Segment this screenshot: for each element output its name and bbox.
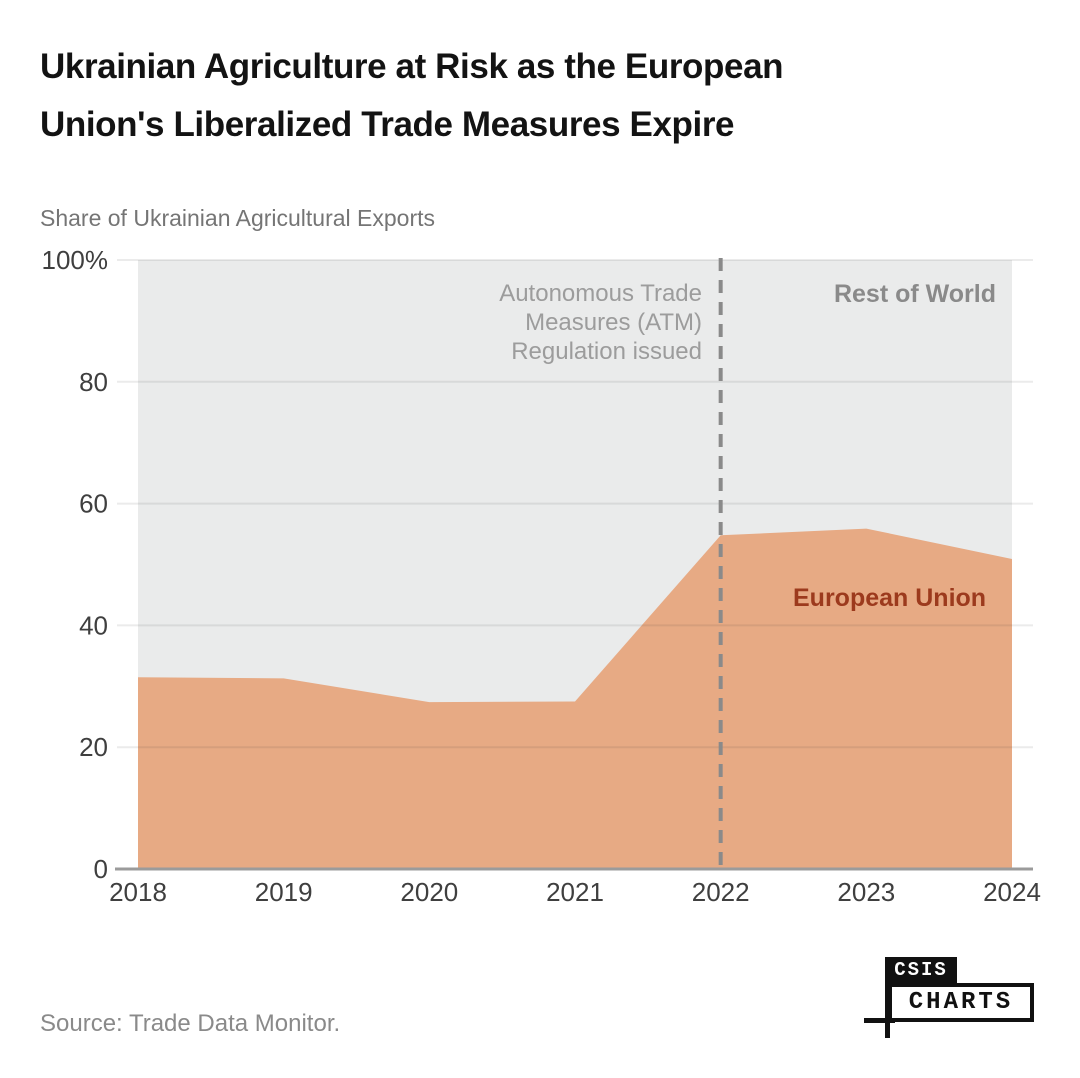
x-tick-label-2023: 2023 bbox=[837, 877, 895, 907]
x-tick-label-2024: 2024 bbox=[983, 877, 1041, 907]
x-tick-label-2018: 2018 bbox=[109, 877, 167, 907]
x-tick-label-2021: 2021 bbox=[546, 877, 604, 907]
y-tick-label-0: 0 bbox=[94, 854, 108, 884]
x-tick-label-2020: 2020 bbox=[400, 877, 458, 907]
annotation-line1: Autonomous Trade bbox=[499, 280, 702, 307]
y-tick-label-60: 60 bbox=[79, 489, 108, 519]
logo-crosshair-vertical-line bbox=[885, 957, 890, 1038]
y-tick-label-20: 20 bbox=[79, 732, 108, 762]
logo-charts-box: CHARTS bbox=[888, 983, 1034, 1022]
x-tick-label-2022: 2022 bbox=[692, 877, 750, 907]
page-title: Ukrainian Agriculture at Risk as the Eur… bbox=[40, 38, 1040, 154]
csis-charts-logo: CSIS CHARTS bbox=[864, 954, 1040, 1040]
y-tick-label-100: 100% bbox=[42, 245, 109, 275]
source-note: Source: Trade Data Monitor. bbox=[40, 1010, 341, 1037]
logo-csis-box: CSIS bbox=[885, 957, 957, 983]
annotation-atm: Autonomous Trade Measures (ATM) Regulati… bbox=[362, 279, 702, 366]
page-title-line1: Ukrainian Agriculture at Risk as the Eur… bbox=[40, 47, 784, 86]
y-tick-label-80: 80 bbox=[79, 367, 108, 397]
annotation-line3: Regulation issued bbox=[511, 338, 702, 365]
page-title-line2: Union's Liberalized Trade Measures Expir… bbox=[40, 105, 735, 144]
x-tick-label-2019: 2019 bbox=[255, 877, 313, 907]
european-union-area bbox=[138, 528, 1012, 869]
chart-subtitle: Share of Ukrainian Agricultural Exports bbox=[40, 205, 436, 231]
annotation-line2: Measures (ATM) bbox=[525, 309, 702, 336]
label-european-union: European Union bbox=[793, 584, 987, 612]
y-tick-label-40: 40 bbox=[79, 610, 108, 640]
label-rest-of-world: Rest of World bbox=[833, 280, 996, 308]
logo-crosshair-horizontal-line bbox=[864, 1018, 895, 1023]
